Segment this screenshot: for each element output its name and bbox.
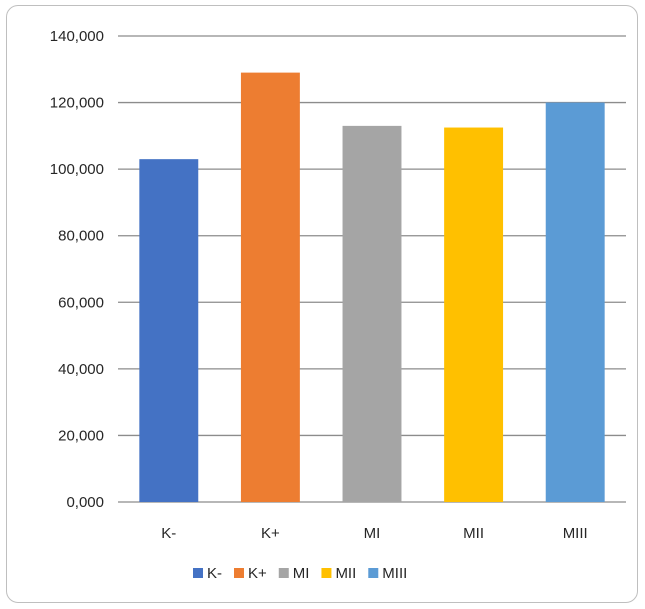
legend-label: K+	[248, 565, 267, 582]
legend-swatch	[234, 568, 244, 578]
legend-swatch	[321, 568, 332, 578]
bar-miii	[545, 102, 605, 503]
x-axis-category-labels: K- K+ MI MII MIII	[161, 525, 587, 542]
x-category-label: K+	[261, 525, 280, 542]
bars	[139, 72, 605, 503]
y-tick-label: 20,000	[58, 427, 104, 444]
bar-mi	[342, 125, 402, 502]
chart-frame	[6, 5, 638, 603]
x-category-label: MIII	[563, 525, 588, 542]
x-category-label: MI	[364, 525, 381, 542]
y-axis-tick-labels: 0,000 20,000 40,000 60,000 80,000 100,000 120,…	[50, 28, 104, 511]
legend-label: MIII	[382, 565, 407, 582]
legend-swatch	[278, 568, 289, 578]
y-tick-label: 40,000	[58, 361, 104, 378]
legend-swatch	[193, 568, 203, 578]
legend: K- K+ MI MII MIII	[193, 565, 407, 582]
legend-label: MII	[335, 565, 356, 582]
y-tick-label: 120,000	[50, 95, 104, 112]
x-category-label: K-	[161, 525, 176, 542]
bar-k	[139, 159, 199, 502]
y-tick-label: 60,000	[58, 294, 104, 311]
y-tick-label: 80,000	[58, 228, 104, 245]
bar-mii	[444, 127, 504, 503]
y-tick-label: 0,000	[66, 494, 104, 511]
legend-label: MI	[293, 565, 310, 582]
x-category-label: MII	[463, 525, 484, 542]
bar-k	[240, 72, 300, 502]
y-tick-label: 100,000	[50, 161, 104, 178]
legend-swatch	[368, 568, 379, 578]
y-tick-label: 140,000	[50, 28, 104, 45]
legend-label: K-	[207, 565, 222, 582]
